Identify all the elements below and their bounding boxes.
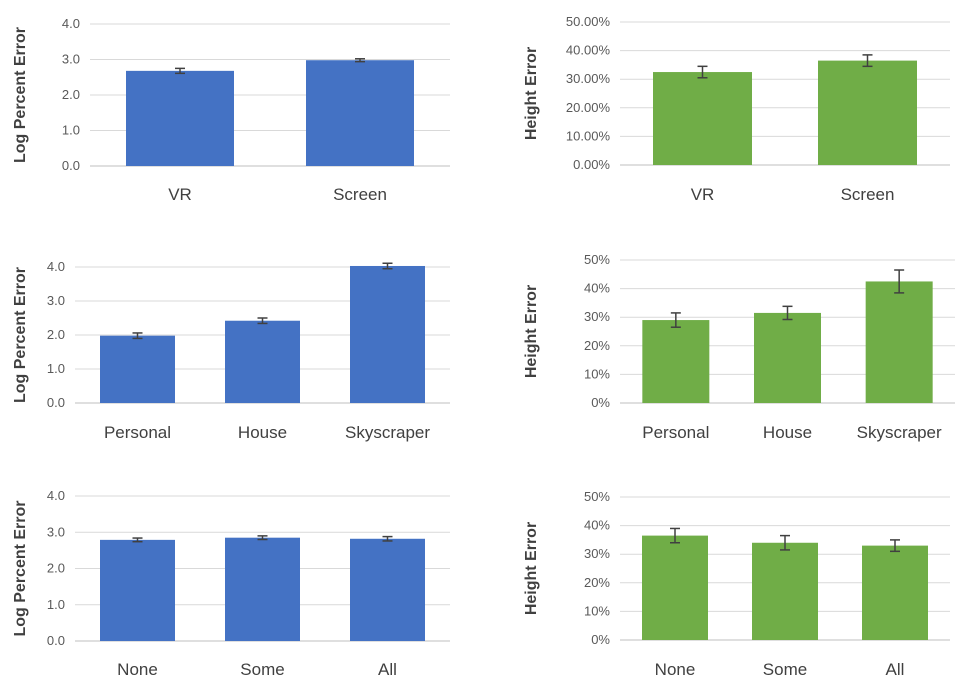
x-tick-label: VR bbox=[168, 185, 192, 204]
y-tick-label: 3.0 bbox=[47, 524, 65, 539]
y-tick-label: 30.00% bbox=[566, 71, 611, 86]
bar-vr bbox=[126, 70, 234, 166]
error-bar-screen bbox=[862, 54, 873, 68]
x-tick-label: Skyscraper bbox=[857, 423, 942, 442]
y-tick-label: 0.00% bbox=[573, 157, 610, 172]
y-tick-label: 1.0 bbox=[62, 123, 80, 138]
y-tick-label: 50.00% bbox=[566, 14, 611, 29]
y-tick-label: 20.00% bbox=[566, 100, 611, 115]
y-axis-label: Height Error bbox=[523, 47, 540, 140]
chart-height-error-by-display: 0.00% 10.00% 20.00% 30.00% 40.00% 50.00% Heigh… bbox=[523, 14, 950, 204]
bar-personal bbox=[100, 335, 175, 403]
y-tick-label: 0.0 bbox=[62, 158, 80, 173]
y-tick-label: 3.0 bbox=[47, 293, 65, 308]
error-bar-none bbox=[670, 527, 680, 544]
y-axis-label: Log Percent Error bbox=[12, 500, 29, 636]
bar-none bbox=[642, 535, 708, 640]
y-tick-label: 3.0 bbox=[62, 52, 80, 67]
x-tick-label: Skyscraper bbox=[345, 423, 430, 442]
y-axis-label: Log Percent Error bbox=[12, 267, 29, 403]
bar-all bbox=[862, 545, 928, 640]
x-tick-label: Personal bbox=[104, 423, 171, 442]
y-tick-label: 30% bbox=[584, 546, 610, 561]
y-tick-label: 0% bbox=[591, 395, 610, 410]
x-tick-label: All bbox=[886, 660, 905, 675]
chart-height-error-by-cues: 0% 10% 20% 30% 40% 50% Height Error None Some All bbox=[523, 489, 950, 675]
y-tick-label: 10% bbox=[584, 603, 610, 618]
y-tick-label: 10.00% bbox=[566, 128, 611, 143]
bar-skyscraper bbox=[350, 265, 425, 403]
y-tick-label: 1.0 bbox=[47, 361, 65, 376]
y-tick-label: 4.0 bbox=[62, 16, 80, 31]
error-bar-house bbox=[782, 305, 793, 321]
x-tick-label: Screen bbox=[841, 185, 895, 204]
y-axis-label: Height Error bbox=[523, 285, 540, 378]
y-tick-label: 40% bbox=[584, 518, 610, 533]
bar-vr bbox=[653, 72, 752, 165]
x-tick-label: House bbox=[238, 423, 287, 442]
x-tick-label: None bbox=[117, 660, 158, 675]
error-bar-all bbox=[382, 535, 393, 542]
bar-personal bbox=[642, 320, 710, 403]
error-bar-none bbox=[132, 537, 143, 543]
y-axis-label: Height Error bbox=[523, 522, 540, 615]
y-tick-label: 50% bbox=[584, 252, 610, 267]
bar-screen bbox=[306, 60, 414, 166]
x-tick-label: None bbox=[655, 660, 696, 675]
error-bar-skyscraper bbox=[382, 262, 393, 270]
y-tick-label: 50% bbox=[584, 489, 610, 504]
y-tick-label: 10% bbox=[584, 366, 610, 381]
error-bar-personal bbox=[132, 332, 143, 340]
error-bar-house bbox=[257, 317, 268, 325]
error-bar-vr bbox=[175, 67, 185, 75]
y-axis-label: Log Percent Error bbox=[12, 27, 29, 163]
bar-some bbox=[752, 542, 818, 640]
y-tick-label: 2.0 bbox=[47, 561, 65, 576]
error-bar-vr bbox=[697, 65, 708, 79]
x-tick-label: Some bbox=[240, 660, 284, 675]
x-tick-label: VR bbox=[691, 185, 715, 204]
x-tick-label: House bbox=[763, 423, 812, 442]
y-tick-label: 4.0 bbox=[47, 488, 65, 503]
bar-none bbox=[100, 539, 175, 641]
bar-some bbox=[225, 537, 300, 641]
error-bar-some bbox=[257, 535, 268, 541]
error-bar-skyscraper bbox=[894, 269, 905, 294]
x-tick-label: Personal bbox=[642, 423, 709, 442]
chart-log-error-by-cues: 0.0 1.0 2.0 3.0 4.0 Log Percent Error None Some… bbox=[12, 488, 450, 675]
y-tick-label: 0% bbox=[591, 632, 610, 647]
y-tick-label: 20% bbox=[584, 575, 610, 590]
y-tick-label: 2.0 bbox=[47, 327, 65, 342]
bar-all bbox=[350, 538, 425, 641]
bar-house bbox=[754, 312, 821, 403]
x-tick-label: All bbox=[378, 660, 397, 675]
y-tick-label: 1.0 bbox=[47, 597, 65, 612]
x-tick-label: Screen bbox=[333, 185, 387, 204]
error-bar-all bbox=[890, 539, 900, 553]
bar-skyscraper bbox=[865, 281, 933, 403]
chart-log-error-by-building: 0.0 1.0 2.0 3.0 4.0 Log Percent Error Personal… bbox=[12, 259, 450, 442]
chart-height-error-by-building: 0% 10% 20% 30% 40% 50% Height Error Personal Hou… bbox=[523, 252, 955, 442]
y-tick-label: 0.0 bbox=[47, 633, 65, 648]
y-tick-label: 40% bbox=[584, 281, 610, 296]
bar-house bbox=[225, 320, 300, 403]
y-tick-label: 40.00% bbox=[566, 43, 611, 58]
x-tick-label: Some bbox=[763, 660, 807, 675]
bar-screen bbox=[818, 60, 917, 165]
error-bar-personal bbox=[670, 312, 681, 328]
y-tick-label: 20% bbox=[584, 338, 610, 353]
chart-log-error-by-display: 0.0 1.0 2.0 3.0 4.0 Log Percent Error VR Screen bbox=[12, 16, 450, 204]
y-tick-label: 2.0 bbox=[62, 87, 80, 102]
error-bar-screen bbox=[355, 58, 365, 63]
y-tick-label: 4.0 bbox=[47, 259, 65, 274]
y-tick-label: 30% bbox=[584, 309, 610, 324]
error-bar-some bbox=[780, 534, 790, 551]
y-tick-label: 0.0 bbox=[47, 395, 65, 410]
